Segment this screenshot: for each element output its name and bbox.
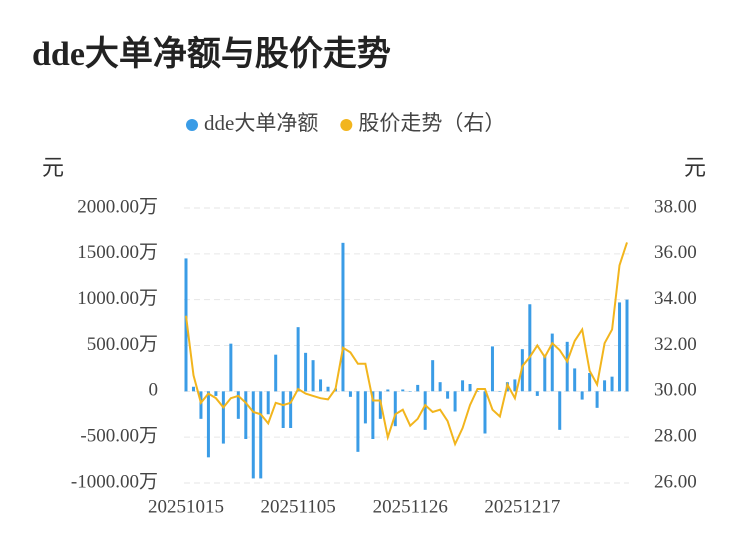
legend-marker [340,119,353,131]
bar [304,352,308,392]
bar [259,391,263,479]
bar [423,391,427,430]
bar [565,341,569,392]
bar [401,389,405,392]
bar [363,391,367,424]
legend-marker [186,119,198,131]
bar [483,391,487,434]
left-axis-label: 元 [42,155,64,180]
x-tick-label: 20251217 [484,496,560,517]
y-tick-label: -1000.00万 [71,471,158,492]
bar [625,299,629,392]
bar [498,391,502,392]
y2-tick-label: 38.00 [654,196,697,217]
bar [266,391,270,415]
x-tick-label: 20251105 [260,496,335,517]
bar [543,354,547,392]
y2-tick-label: 32.00 [654,334,697,355]
bar [221,391,225,444]
bar [289,391,293,428]
bar [573,368,577,392]
y2-tick-label: 36.00 [654,242,697,263]
bar [558,391,562,430]
y2-tick-label: 28.00 [654,426,697,447]
bar [513,379,517,392]
bar [199,391,203,419]
bar [206,391,210,458]
bar [244,391,248,439]
bar [610,376,614,392]
bar [274,354,278,392]
y-tick-label: -500.00万 [80,426,158,447]
bar [341,242,345,392]
bar [588,373,592,392]
bar [251,391,255,479]
right-axis-label: 元 [684,155,706,180]
bar [453,391,457,412]
bar [603,380,607,392]
y-tick-label: 2000.00万 [77,196,158,217]
y-tick-label: 500.00万 [87,334,158,355]
y-tick-label: 1000.00万 [77,288,158,309]
bar [326,386,330,392]
bar [281,391,285,428]
bar [184,258,188,392]
y-tick-label: 1500.00万 [77,242,158,263]
chart-title: dde大单净额与股价走势 [32,35,391,73]
bar [446,391,450,399]
bar [408,391,412,392]
bar [550,333,554,392]
bar [461,380,465,392]
bar [431,360,435,392]
bar [393,391,397,427]
y-tick-label: 0 [149,380,159,401]
price-line [185,242,628,447]
y2-tick-label: 26.00 [654,471,697,492]
y2-tick-label: 34.00 [654,288,697,309]
bar [319,379,323,392]
x-tick-label: 20251015 [148,496,224,517]
bar [490,346,494,392]
bar [236,391,240,419]
bar [214,391,218,396]
bar [618,302,622,392]
bar [416,384,420,392]
bar [191,386,195,392]
bar [311,360,315,392]
bar [348,391,352,397]
x-tick-label: 20251126 [373,496,448,517]
bar [356,391,360,452]
bar [371,391,375,439]
legend-label: dde大单净额 [204,111,318,135]
bar [580,391,584,400]
bar [476,391,480,392]
bar [438,382,442,392]
legend-label: 股价走势（右） [358,111,505,135]
bar [468,384,472,392]
bar [296,327,300,392]
bar [535,391,539,396]
bar [386,389,390,392]
bar [528,304,532,392]
y2-tick-label: 30.00 [654,380,697,401]
bar [229,343,233,392]
bar [595,391,599,408]
